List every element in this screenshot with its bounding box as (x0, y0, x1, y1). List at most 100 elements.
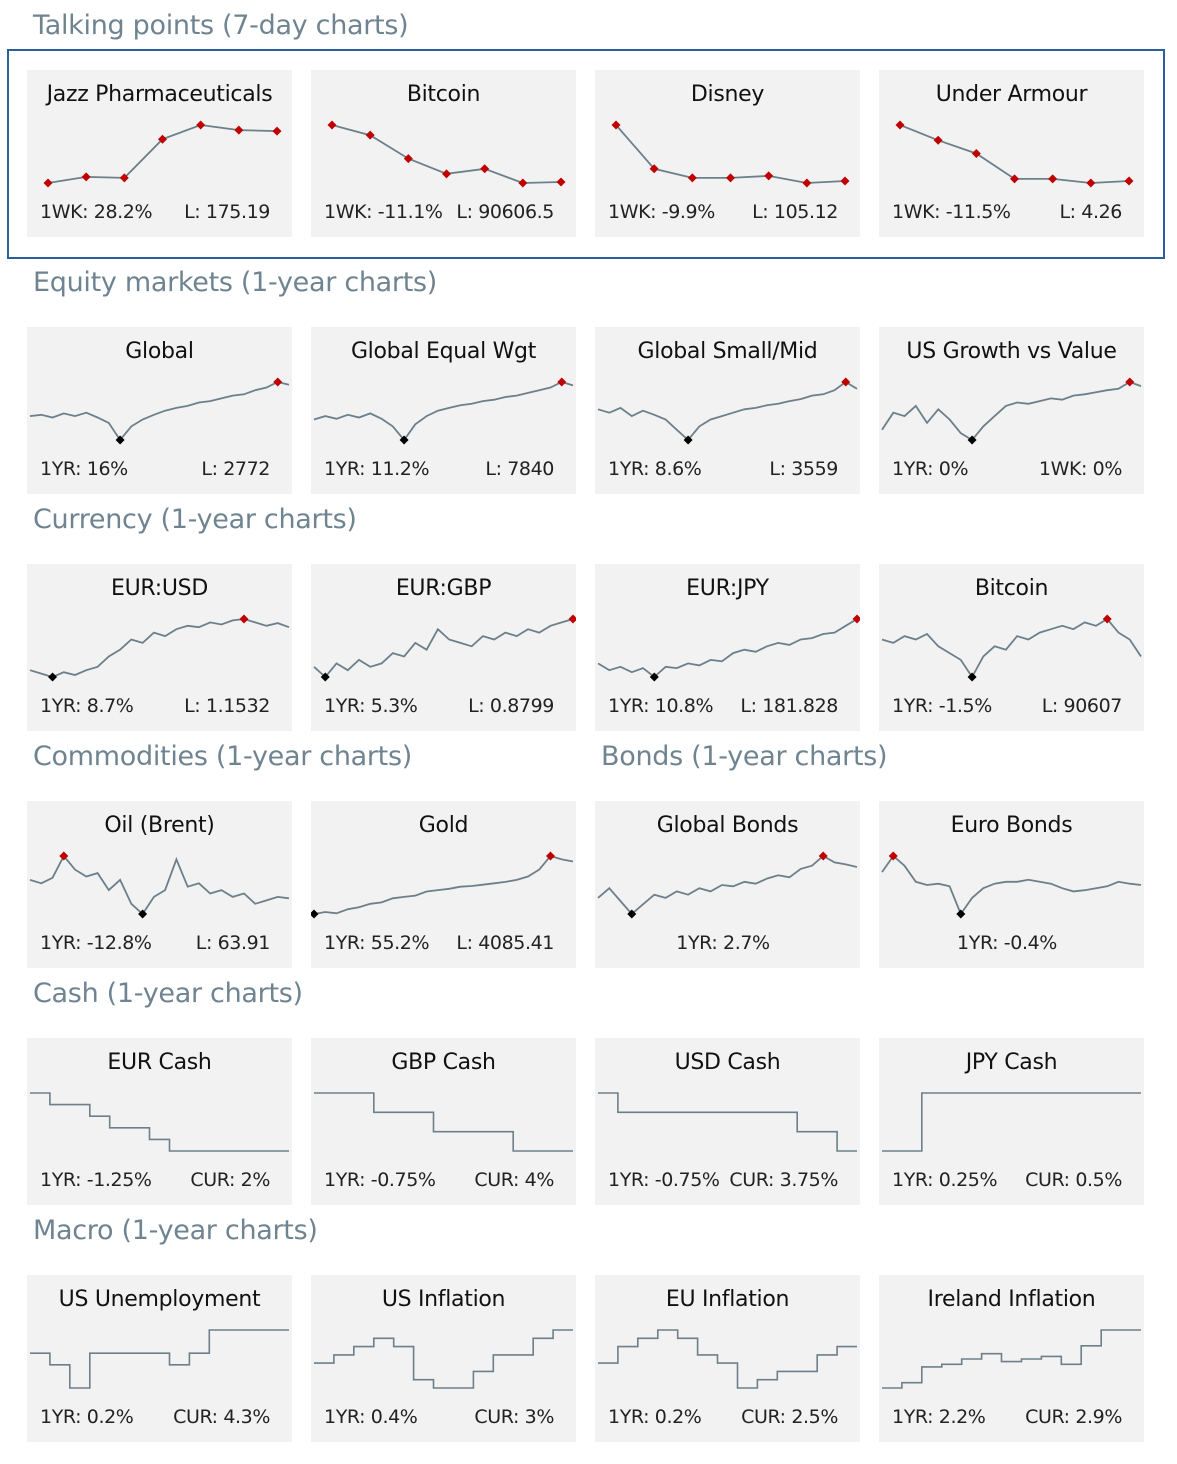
chart-stats: 1YR: 0.2% CUR: 2.5% (595, 1406, 860, 1428)
change-label: 1WK: -9.9% (608, 201, 715, 223)
chart-card[interactable]: Global Equal Wgt 1YR: 11.2% L: 7840 (311, 327, 576, 494)
chart-card[interactable]: EUR Cash 1YR: -1.25% CUR: 2% (27, 1038, 292, 1205)
change-label: 1YR: -12.8% (40, 932, 152, 954)
chart-title: JPY Cash (965, 1050, 1058, 1075)
chart-card[interactable]: US Growth vs Value 1YR: 0% 1WK: 0% (879, 327, 1144, 494)
chart-stats: 1YR: 5.3% L: 0.8799 (311, 695, 576, 717)
chart-card[interactable]: US Inflation 1YR: 0.4% CUR: 3% (311, 1275, 576, 1442)
chart-card[interactable]: Global Small/Mid 1YR: 8.6% L: 3559 (595, 327, 860, 494)
chart-card[interactable]: Global Bonds 1YR: 2.7% (595, 801, 860, 968)
level-label: CUR: 4.3% (173, 1406, 270, 1428)
chart-card[interactable]: USD Cash 1YR: -0.75% CUR: 3.75% (595, 1038, 860, 1205)
chart-card[interactable]: Global 1YR: 16% L: 2772 (27, 327, 292, 494)
chart-card[interactable]: Oil (Brent) 1YR: -12.8% L: 63.91 (27, 801, 292, 968)
data-point-marker (971, 148, 981, 158)
sparkline (43, 120, 282, 188)
level-label: CUR: 0.5% (1025, 1169, 1122, 1191)
high-marker (59, 851, 69, 861)
low-marker (683, 435, 693, 445)
data-point-marker (1010, 174, 1019, 184)
level-label: CUR: 3.75% (729, 1169, 838, 1191)
data-point-marker (802, 178, 812, 188)
chart-card[interactable]: Euro Bonds 1YR: -0.4% (879, 801, 1144, 968)
high-marker (273, 377, 283, 387)
data-point-marker (649, 164, 659, 174)
series-line (899, 124, 1130, 184)
sparkline (314, 1329, 573, 1389)
talking-points-highlight-box (7, 49, 1165, 259)
data-point-marker (726, 173, 735, 183)
chart-title: GBP Cash (391, 1050, 496, 1075)
high-marker (818, 851, 828, 861)
change-label: 1YR: 8.6% (608, 458, 702, 480)
high-marker (239, 614, 249, 624)
change-label: 1YR: 0% (892, 458, 969, 480)
sparkline (881, 614, 1142, 682)
series-line (597, 618, 858, 679)
section-title: Talking points (7-day charts) (33, 10, 409, 41)
chart-stats: 1WK: 28.2% L: 175.19 (27, 201, 292, 223)
series-line (881, 854, 1142, 916)
sparkline (881, 377, 1142, 445)
chart-title: Under Armour (935, 82, 1088, 107)
low-marker (138, 909, 148, 919)
change-label: 1YR: 0.25% (892, 1169, 998, 1191)
chart-card[interactable]: Disney 1WK: -9.9% L: 105.12 (595, 70, 860, 237)
chart-stats: 1YR: 55.2% L: 4085.41 (311, 932, 576, 954)
chart-stats: 1YR: 8.6% L: 3559 (595, 458, 860, 480)
chart-title: Gold (418, 813, 469, 838)
chart-title: EUR:USD (111, 576, 208, 601)
chart-card[interactable]: GBP Cash 1YR: -0.75% CUR: 4% (311, 1038, 576, 1205)
level-label: L: 63.91 (195, 932, 271, 954)
chart-title: EU Inflation (665, 1287, 790, 1312)
sparkline (597, 377, 858, 445)
sparkline (29, 377, 290, 445)
low-marker (627, 909, 637, 919)
chart-stats: 1YR: 0.4% CUR: 3% (311, 1406, 576, 1428)
chart-card[interactable]: EUR:GBP 1YR: 5.3% L: 0.8799 (311, 564, 576, 731)
change-label: 1YR: 5.3% (324, 695, 418, 717)
chart-stats: 1YR: 0.25% CUR: 0.5% (879, 1169, 1144, 1191)
chart-card[interactable]: Bitcoin 1YR: -1.5% L: 90607 (879, 564, 1144, 731)
chart-card[interactable]: JPY Cash 1YR: 0.25% CUR: 0.5% (879, 1038, 1144, 1205)
sparkline (597, 614, 860, 682)
chart-stats: 1YR: 8.7% L: 1.1532 (27, 695, 292, 717)
chart-card[interactable]: US Unemployment 1YR: 0.2% CUR: 4.3% (27, 1275, 292, 1442)
sparkline (598, 1092, 857, 1152)
chart-card[interactable]: Bitcoin 1WK: -11.1% L: 90606.5 (311, 70, 576, 237)
data-point-marker (196, 120, 206, 130)
level-label: L: 175.19 (184, 201, 270, 223)
low-marker (311, 909, 319, 919)
chart-stats: 1YR: -12.8% L: 63.91 (27, 932, 292, 954)
sparkline (895, 120, 1134, 188)
chart-stats: 1YR: -0.75% CUR: 3.75% (595, 1169, 860, 1191)
level-label: L: 7840 (485, 458, 554, 480)
low-marker (956, 909, 966, 919)
chart-card[interactable]: Jazz Pharmaceuticals 1WK: 28.2% L: 175.19 (27, 70, 292, 237)
chart-card[interactable]: EUR:JPY 1YR: 10.8% L: 181.828 (595, 564, 860, 731)
sparkline (313, 614, 576, 682)
change-label: 1YR: -1.5% (892, 695, 992, 717)
low-marker (967, 672, 977, 682)
low-marker (399, 435, 409, 445)
change-label: 1YR: 11.2% (324, 458, 430, 480)
data-point-marker (365, 130, 375, 140)
series-line (597, 380, 858, 442)
series-line (30, 1092, 289, 1152)
chart-card[interactable]: EU Inflation 1YR: 0.2% CUR: 2.5% (595, 1275, 860, 1442)
chart-stats: 1YR: -0.4% (879, 932, 1144, 954)
chart-card[interactable]: EUR:USD 1YR: 8.7% L: 1.1532 (27, 564, 292, 731)
chart-title: Jazz Pharmaceuticals (46, 82, 273, 107)
high-marker (852, 614, 860, 624)
chart-title: Global Bonds (656, 813, 799, 838)
low-marker (649, 672, 659, 682)
section-title: Currency (1-year charts) (33, 504, 357, 535)
chart-card[interactable]: Under Armour 1WK: -11.5% L: 4.26 (879, 70, 1144, 237)
level-label: L: 90606.5 (456, 201, 554, 223)
chart-card[interactable]: Gold 1YR: 55.2% L: 4085.41 (311, 801, 576, 968)
series-line (313, 381, 574, 442)
level-label: L: 181.828 (740, 695, 838, 717)
chart-stats: 1YR: 10.8% L: 181.828 (595, 695, 860, 717)
chart-card[interactable]: Ireland Inflation 1YR: 2.2% CUR: 2.9% (879, 1275, 1144, 1442)
series-line (313, 618, 574, 679)
